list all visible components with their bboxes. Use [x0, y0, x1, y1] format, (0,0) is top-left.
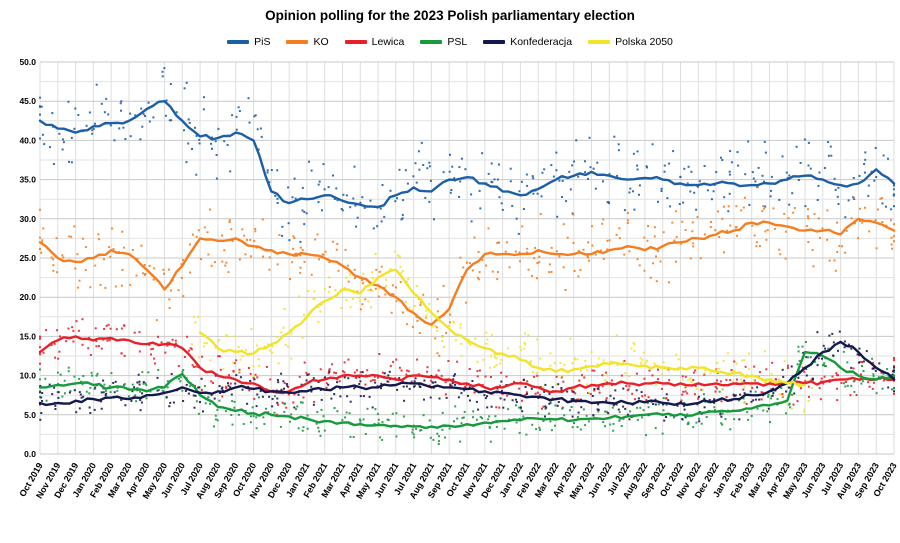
svg-text:35.0: 35.0 — [19, 175, 36, 185]
plot-area: 0.0 5.0 10.0 15.0 20.0 25.0 30.0 35.0 40.0 45.0 50… — [17, 57, 898, 501]
svg-text:30.0: 30.0 — [19, 214, 36, 224]
svg-text:5.0: 5.0 — [24, 410, 36, 420]
polska-2050-legend-marker-icon — [588, 40, 611, 44]
trend-lines — [38, 100, 896, 430]
legend-label-konfederacja: Konfederacja — [510, 36, 573, 48]
legend-item-ko: KO — [286, 36, 329, 48]
chart-legend: PiS KO Lewica PSL Konfederacja Polska 2050 — [0, 30, 900, 54]
svg-text:20.0: 20.0 — [19, 292, 36, 302]
ko-legend-marker-icon — [286, 40, 309, 44]
polska-2050-points — [190, 250, 814, 413]
lewica-points — [39, 318, 895, 416]
konfederacja-points — [39, 330, 895, 423]
svg-text:15.0: 15.0 — [19, 331, 36, 341]
ko-points — [39, 186, 895, 357]
legend-label-lewica: Lewica — [371, 36, 405, 48]
legend-label-pis: PiS — [254, 36, 271, 48]
chart-title: Opinion polling for the 2023 Polish parl… — [265, 8, 635, 23]
polska-2050-trend-line — [198, 268, 807, 388]
legend-label-polska-2050: Polska 2050 — [615, 36, 673, 48]
legend-item-lewica: Lewica — [344, 36, 405, 48]
pis-legend-marker-icon — [227, 40, 250, 44]
svg-text:10.0: 10.0 — [19, 371, 36, 381]
svg-text:45.0: 45.0 — [19, 96, 36, 106]
lewica-trend-line — [38, 335, 896, 395]
svg-text:0.0: 0.0 — [24, 449, 36, 459]
pis-trend-line — [38, 100, 896, 209]
legend-item-konfederacja: Konfederacja — [483, 36, 572, 48]
konfederacja-legend-marker-icon — [483, 40, 506, 44]
konfederacja-trend-line — [38, 340, 896, 407]
legend-item-pis: PiS — [227, 36, 270, 48]
svg-text:50.0: 50.0 — [19, 57, 36, 67]
svg-text:25.0: 25.0 — [19, 253, 36, 263]
ko-trend-line — [38, 217, 896, 326]
y-axis-labels: 0.0 5.0 10.0 15.0 20.0 25.0 30.0 35.0 40.0 45.0 50… — [19, 57, 36, 459]
svg-text:40.0: 40.0 — [19, 135, 36, 145]
legend-label-psl: PSL — [447, 36, 468, 48]
psl-legend-marker-icon — [420, 40, 443, 44]
legend-item-polska-2050: Polska 2050 — [588, 36, 673, 48]
lewica-legend-marker-icon — [344, 40, 367, 44]
legend-item-psl: PSL — [420, 36, 467, 48]
legend-label-ko: KO — [313, 36, 329, 48]
psl-trend-line — [38, 350, 896, 430]
